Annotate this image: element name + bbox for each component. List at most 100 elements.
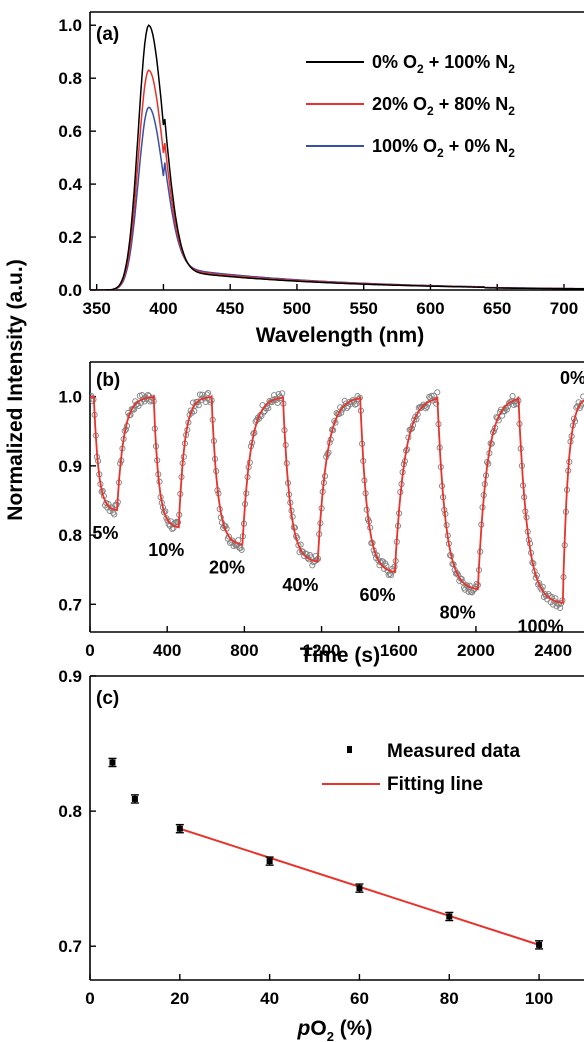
panel-b-marker bbox=[279, 390, 286, 397]
panel-b-ytick-label: 0.8 bbox=[58, 526, 82, 545]
panel-c-ytick-label: 0.8 bbox=[58, 802, 82, 821]
xlabel-sub: 2 bbox=[327, 1029, 334, 1042]
panel-a-ytick-label: 1.0 bbox=[58, 16, 82, 35]
panel-b-marker bbox=[107, 504, 114, 511]
panel-b-marker bbox=[580, 393, 584, 400]
panel-b-marker bbox=[238, 546, 245, 553]
panel-a-legend: 0% O2 + 100% N2 20% O2 + 80% N2 100% O2 + … bbox=[306, 52, 515, 160]
panel-b-marker bbox=[422, 405, 429, 412]
panel-b-marker bbox=[463, 582, 470, 589]
shared-ylabel: Normalized Intensity (a.u.) bbox=[4, 259, 27, 520]
panel-c-point bbox=[445, 911, 454, 922]
panel-b-marker bbox=[111, 511, 118, 518]
panel-a-xtick-label: 400 bbox=[149, 299, 177, 318]
panel-b-xtick-label: 2000 bbox=[457, 641, 495, 660]
legend-fit-label: Fitting line bbox=[387, 774, 483, 795]
panel-b-marker bbox=[274, 399, 281, 406]
panel-c-xlabel: pO2 (%) bbox=[297, 1017, 373, 1042]
panel-b-xtick-label: 1600 bbox=[380, 641, 418, 660]
panel-b-ytick-label: 1.0 bbox=[58, 388, 82, 407]
panel-b-marker bbox=[503, 406, 510, 413]
xlabel-tail: (%) bbox=[334, 1017, 373, 1040]
panel-b-cycle-label-5: 80% bbox=[440, 602, 476, 622]
panel-b-marker bbox=[139, 392, 146, 399]
panel-b-cycle-label-4: 60% bbox=[360, 585, 396, 605]
panel-b-marker bbox=[434, 389, 441, 396]
panel-b-marker bbox=[195, 402, 202, 409]
panel-c-label: (c) bbox=[96, 688, 119, 709]
panel-b-marker bbox=[205, 389, 212, 397]
xlabel-italic-p: p bbox=[297, 1017, 311, 1040]
panel-b-marker bbox=[423, 403, 430, 410]
panel-c-point bbox=[265, 856, 274, 866]
panel-b-marker bbox=[169, 525, 176, 533]
panel-c-xtick-label: 100 bbox=[525, 989, 553, 1008]
panel-c-xtick-label: 20 bbox=[170, 989, 189, 1008]
panel-b-marker bbox=[353, 400, 360, 407]
legend-label-2: 100% O2 + 0% N2 bbox=[372, 136, 515, 160]
panel-a-xtick-label: 450 bbox=[216, 299, 244, 318]
panel-b-cycle-label-2: 20% bbox=[209, 557, 245, 577]
legend-measured-marker bbox=[347, 746, 352, 753]
panel-b-marker bbox=[459, 579, 466, 586]
panel-a-ytick-label: 0.0 bbox=[58, 281, 82, 300]
panel-b-fit-line bbox=[90, 394, 584, 605]
panel-b-marker bbox=[433, 400, 440, 407]
panel-b-marker bbox=[265, 405, 272, 412]
panel-b-xtick-label: 800 bbox=[230, 641, 258, 660]
panel-c-xtick-label: 40 bbox=[260, 989, 279, 1008]
panel-c-point bbox=[535, 940, 544, 950]
panel-a-xtick-label: 550 bbox=[350, 299, 378, 318]
panel-c-point bbox=[130, 794, 139, 804]
legend-label-0: 0% O2 + 100% N2 bbox=[372, 52, 515, 76]
panel-b-cycle-label-6: 100% bbox=[518, 616, 564, 636]
panel-a-xlabel: Wavelength (nm) bbox=[256, 324, 424, 347]
panel-a-xtick-label: 700 bbox=[550, 299, 578, 318]
panel-b-xtick-label: 0 bbox=[85, 641, 94, 660]
panel-b: 0 400 800 1200 1600 2000 2400 0.7 0.8 0.9 1.0 5% 1… bbox=[58, 361, 584, 667]
panel-b-xlabel: Time (s) bbox=[300, 644, 380, 667]
panel-c: 0 20 40 60 80 100 0.7 0.8 0.9 (c) Measured data… bbox=[58, 667, 584, 1042]
panel-b-ytick-label: 0.7 bbox=[58, 595, 82, 614]
panel-b-marker bbox=[174, 519, 182, 526]
panel-a-xtick-label: 650 bbox=[483, 299, 511, 318]
panel-a-ytick-label: 0.8 bbox=[58, 69, 82, 88]
panel-a-xtick-label: 350 bbox=[82, 299, 110, 318]
panel-a-xtick-label: 600 bbox=[416, 299, 444, 318]
panel-b-ytick-label: 0.9 bbox=[58, 457, 82, 476]
panel-c-legend: Measured data Fitting line bbox=[322, 741, 520, 795]
panel-c-ytick-label: 0.9 bbox=[58, 667, 82, 686]
panel-c-point bbox=[108, 757, 117, 768]
panel-c-ytick-label: 0.7 bbox=[58, 937, 82, 956]
panel-b-marker bbox=[343, 404, 351, 411]
panel-b-marker bbox=[558, 600, 565, 607]
panel-a-label: (a) bbox=[96, 24, 119, 45]
panel-b-marker bbox=[507, 398, 514, 405]
panel-a-ytick-label: 0.4 bbox=[58, 175, 82, 194]
panel-b-marker bbox=[309, 562, 316, 569]
legend-label-1: 20% O2 + 80% N2 bbox=[372, 94, 515, 118]
panel-b-xtick-label: 400 bbox=[153, 641, 181, 660]
panel-b-marker bbox=[579, 400, 584, 407]
panel-a-series-0 bbox=[90, 24, 584, 290]
panel-b-cycle-label-3: 40% bbox=[282, 575, 318, 595]
panel-a-series-2 bbox=[90, 106, 584, 290]
panel-a-xtick-label: 500 bbox=[283, 299, 311, 318]
panel-b-marker bbox=[509, 393, 516, 400]
panel-c-xtick-label: 0 bbox=[85, 989, 94, 1008]
panel-a-ytick-label: 0.6 bbox=[58, 122, 82, 141]
panel-b-xtick-label: 1200 bbox=[303, 641, 341, 660]
panel-b-marker bbox=[225, 533, 232, 540]
panel-b-cycle-label-0: 5% bbox=[92, 523, 118, 543]
panel-c-point bbox=[175, 823, 184, 834]
panel-a-ytick-label: 0.2 bbox=[58, 228, 82, 247]
panel-b-cycle-label-1: 10% bbox=[148, 540, 184, 560]
panel-b-marker bbox=[164, 517, 171, 524]
panel-c-xtick-label: 60 bbox=[350, 989, 369, 1008]
panel-c-xtick-label: 80 bbox=[440, 989, 459, 1008]
panel-b-annotation-0pct: 0% bbox=[560, 368, 584, 388]
panel-b-marker bbox=[352, 401, 359, 408]
panel-a: 350 400 450 500 550 600 650 700 0.0 0.2 0.4 0.6 0.8… bbox=[58, 11, 584, 347]
panel-b-label: (b) bbox=[96, 370, 120, 391]
